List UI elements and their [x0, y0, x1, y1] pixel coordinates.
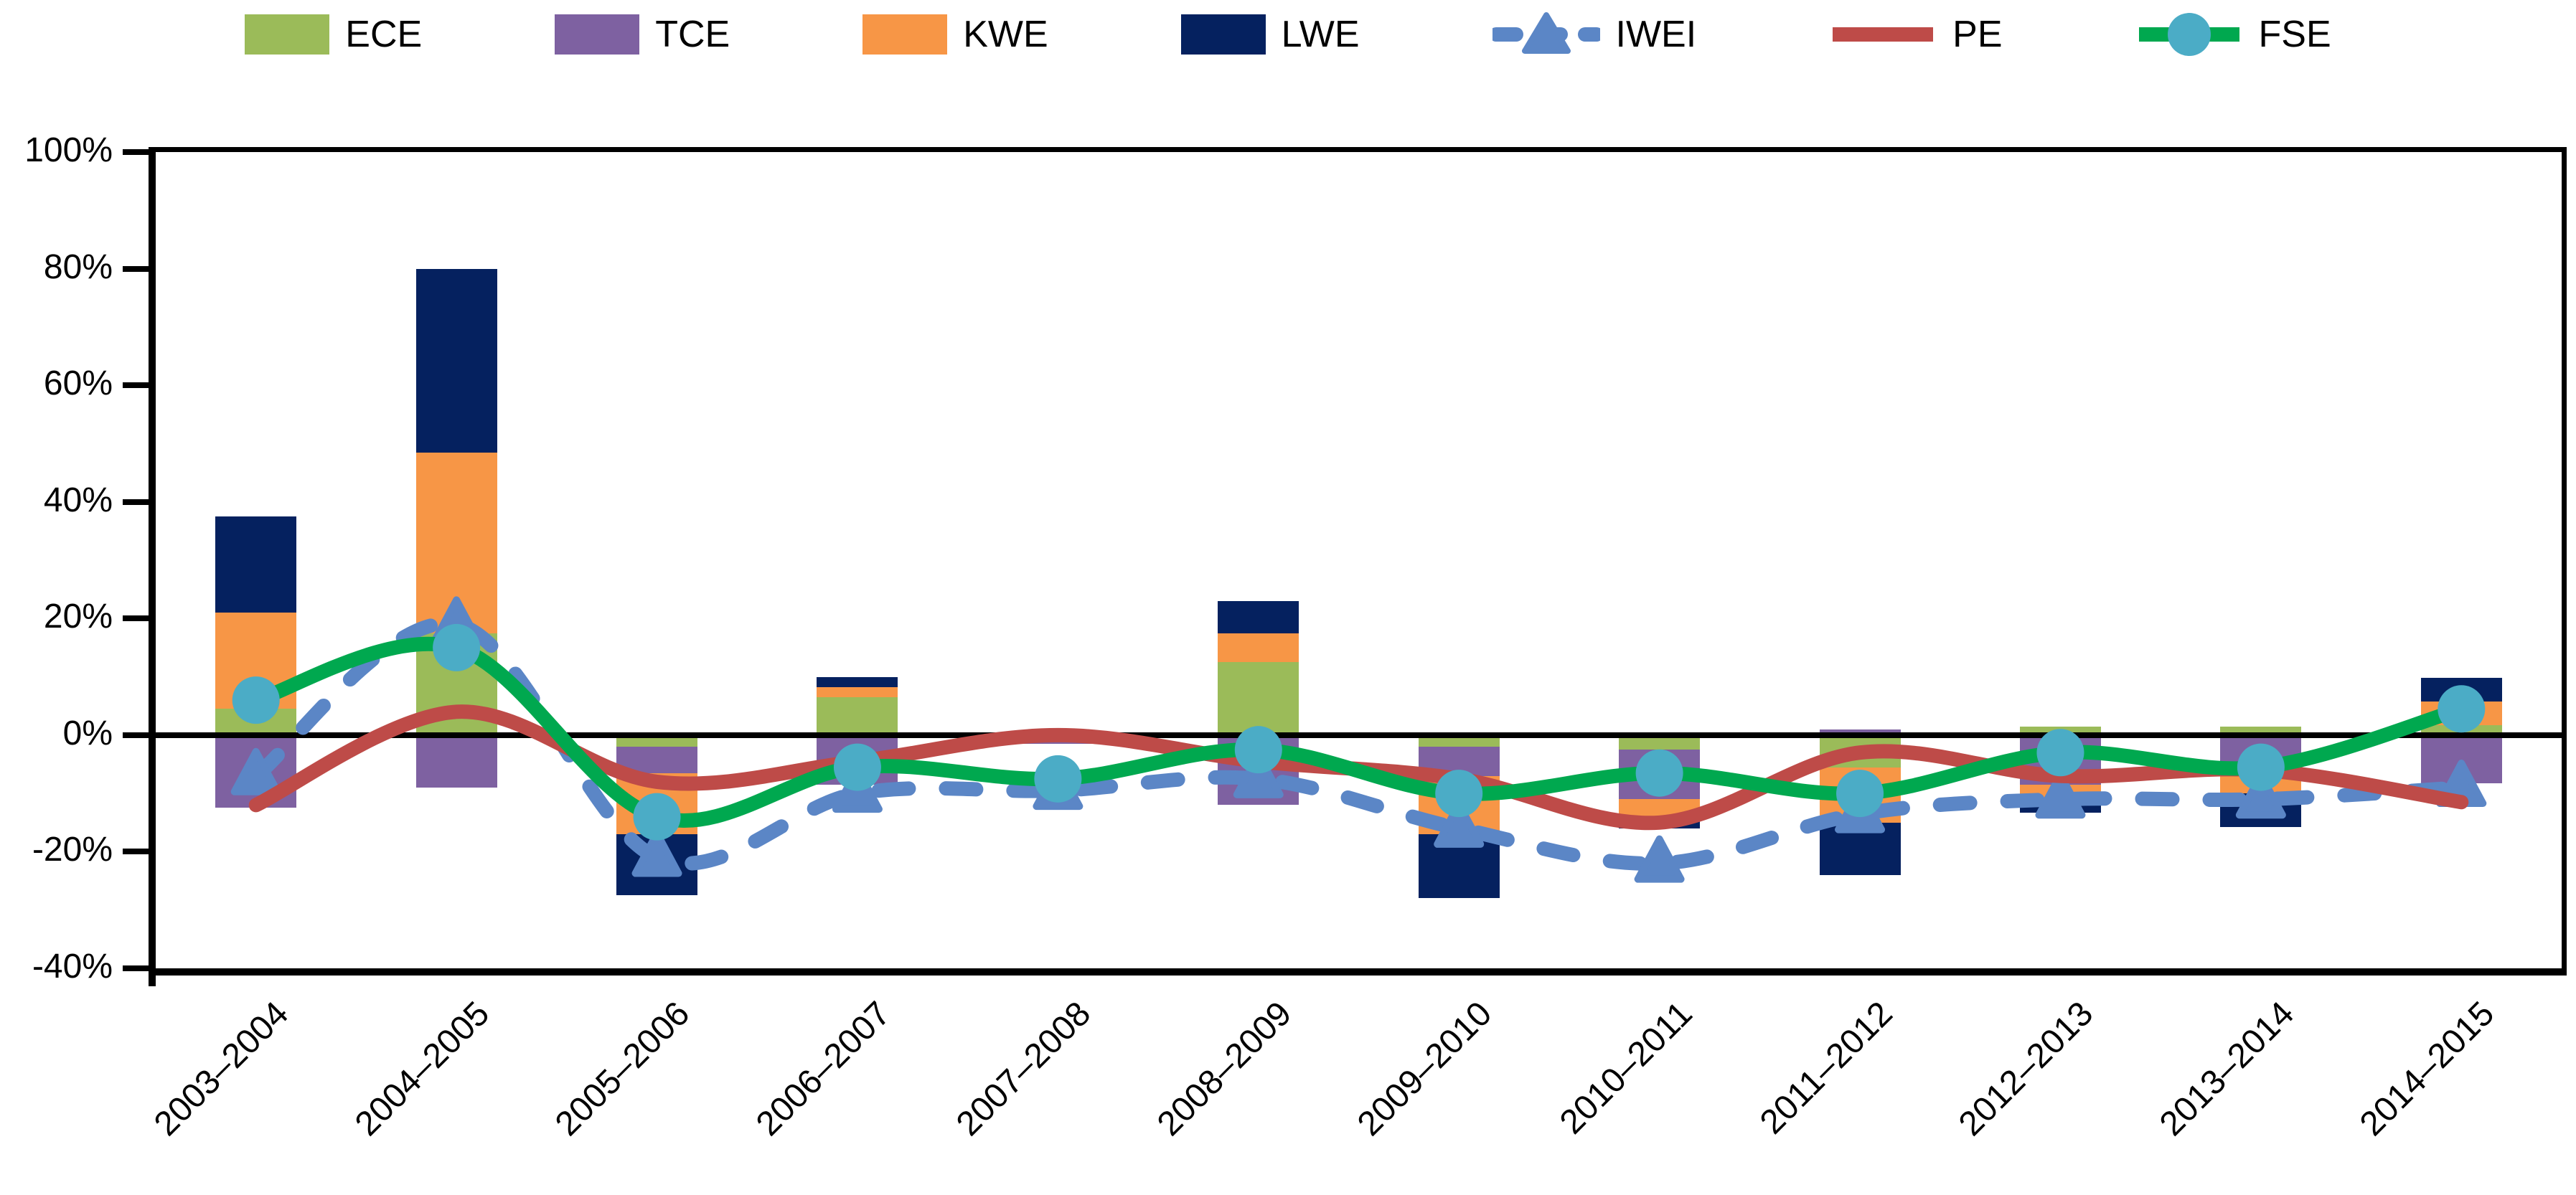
- legend-item-iwei[interactable]: IWEI: [1492, 9, 1697, 60]
- bar-segment-tce-2005–2006: [616, 747, 698, 773]
- bar-segment-kwe-2003–2004: [215, 613, 297, 709]
- bar-segment-ece-2003–2004: [215, 709, 297, 735]
- y-axis-label: -40%: [32, 948, 113, 986]
- bar-segment-kwe-2011–2012: [1819, 767, 1901, 823]
- legend-label: KWE: [963, 14, 1048, 55]
- fse-line-key-icon: [2138, 13, 2239, 56]
- pe-line-key-icon: [1833, 27, 1934, 42]
- tce-swatch-icon: [555, 14, 640, 55]
- pe-line: [248, 704, 2469, 831]
- y-axis-tick: [123, 849, 149, 855]
- x-axis-label: 2012–2013: [1952, 994, 2101, 1143]
- y-axis-tick: [123, 499, 149, 505]
- legend-label: LWE: [1281, 14, 1360, 55]
- bar-segment-lwe-2008–2009: [1218, 600, 1299, 633]
- bar-segment-lwe-2005–2006: [616, 834, 698, 896]
- bar-segment-tce-2012–2013: [2019, 735, 2101, 785]
- legend-label: ECE: [345, 14, 423, 55]
- bar-segment-kwe-2008–2009: [1218, 633, 1299, 663]
- axis-corner-tick: [149, 968, 156, 986]
- legend-label: PE: [1952, 14, 2003, 55]
- y-axis-label: 100%: [24, 131, 113, 169]
- x-axis-label: 2011–2012: [1753, 994, 1901, 1142]
- y-axis-tick: [123, 265, 149, 272]
- x-axis-label: 2003–2004: [147, 994, 296, 1143]
- x-axis-label: 2008–2009: [1150, 994, 1299, 1143]
- bar-segment-lwe-2012–2013: [2019, 802, 2101, 813]
- legend-item-kwe[interactable]: KWE: [862, 14, 1048, 55]
- y-axis-tick: [123, 149, 149, 155]
- legend-item-tce[interactable]: TCE: [555, 14, 730, 55]
- zero-axis-line: [156, 732, 2562, 738]
- legend-item-ece[interactable]: ECE: [245, 14, 422, 55]
- plot-area: 100% 80% 60% 40% 20% 0% -20% -40%: [24, 133, 2567, 986]
- x-axis-label: 2006–2007: [748, 994, 898, 1143]
- legend-label: TCE: [655, 14, 730, 55]
- bar-segment-tce-2008–2009: [1218, 735, 1299, 806]
- ece-swatch-icon: [245, 14, 330, 55]
- bar-segment-kwe-2009–2010: [1418, 775, 1500, 835]
- legend-item-fse[interactable]: FSE: [2135, 9, 2331, 60]
- y-axis-tick: [123, 965, 149, 971]
- iwei-line-key-icon: [1492, 12, 1600, 54]
- legend-item-lwe[interactable]: LWE: [1180, 14, 1360, 55]
- bar-segment-lwe-2014–2015: [2420, 678, 2502, 702]
- kwe-swatch-icon: [862, 14, 948, 55]
- x-axis-label: 2010–2011: [1552, 994, 1700, 1142]
- iwei-marker-icon: [1634, 835, 1685, 883]
- bar-segment-tce-2003–2004: [215, 735, 297, 808]
- x-axis-label: 2004–2005: [347, 994, 497, 1143]
- bar-segment-tce-2013–2014: [2220, 735, 2302, 773]
- bar-segment-ece-2004–2005: [415, 633, 497, 735]
- bar-segment-kwe-2013–2014: [2220, 773, 2302, 794]
- y-axis-tick: [123, 732, 149, 738]
- bar-segment-tce-2014–2015: [2420, 735, 2502, 784]
- y-axis-tick: [123, 382, 149, 389]
- bar-segment-tce-2009–2010: [1418, 747, 1500, 776]
- bar-segment-lwe-2011–2012: [1819, 822, 1901, 875]
- bar-segment-kwe-2014–2015: [2420, 701, 2502, 726]
- bar-segment-lwe-2013–2014: [2220, 793, 2302, 828]
- bar-segment-ece-2006–2007: [817, 697, 898, 735]
- iwei-line: [248, 616, 2469, 871]
- bar-segment-kwe-2004–2005: [415, 452, 497, 633]
- bar-segment-lwe-2003–2004: [215, 516, 297, 613]
- y-axis-label: 80%: [43, 247, 113, 286]
- bar-segment-lwe-2009–2010: [1418, 834, 1500, 899]
- bar-segment-tce-2004–2005: [415, 735, 497, 788]
- bar-segment-lwe-2004–2005: [415, 268, 497, 453]
- y-axis-label: 40%: [43, 481, 113, 519]
- lwe-swatch-icon: [1180, 14, 1266, 55]
- bar-segment-tce-2006–2007: [817, 735, 898, 785]
- bar-segment-lwe-2006–2007: [817, 676, 898, 688]
- iwei-marker-icon: [1033, 762, 1083, 811]
- bar-segment-kwe-2006–2007: [817, 687, 898, 697]
- bar-segment-ece-2008–2009: [1218, 662, 1299, 735]
- y-axis-label: 20%: [43, 598, 113, 636]
- x-axis-label: 2014–2015: [2352, 994, 2502, 1143]
- y-axis-label: 0%: [62, 714, 113, 752]
- legend-label: IWEI: [1615, 14, 1697, 55]
- bar-segment-tce-2010–2011: [1619, 750, 1701, 800]
- legend-label: FSE: [2258, 14, 2331, 55]
- x-axis-label: 2007–2008: [949, 994, 1099, 1143]
- legend: ECE TCE KWE LWE IWEI PE FSE: [0, 4, 2576, 65]
- line-series-layer: [230, 596, 2487, 883]
- y-axis-label: -20%: [32, 831, 113, 869]
- y-axis-label: 60%: [43, 364, 113, 403]
- legend-item-pe[interactable]: PE: [1829, 9, 2003, 60]
- bar-segment-kwe-2005–2006: [616, 773, 698, 835]
- x-axis-label: 2009–2010: [1350, 994, 1500, 1143]
- bar-segment-kwe-2010–2011: [1619, 799, 1701, 817]
- bar-segment-lwe-2010–2011: [1619, 816, 1701, 828]
- y-axis-tick: [123, 615, 149, 622]
- bar-segment-kwe-2012–2013: [2019, 784, 2101, 803]
- x-axis-label: 2005–2006: [548, 994, 697, 1143]
- x-axis-label: 2013–2014: [2152, 994, 2301, 1143]
- fse-marker-icon: [1034, 755, 1082, 803]
- bar-segment-ece-2011–2012: [1819, 735, 1901, 767]
